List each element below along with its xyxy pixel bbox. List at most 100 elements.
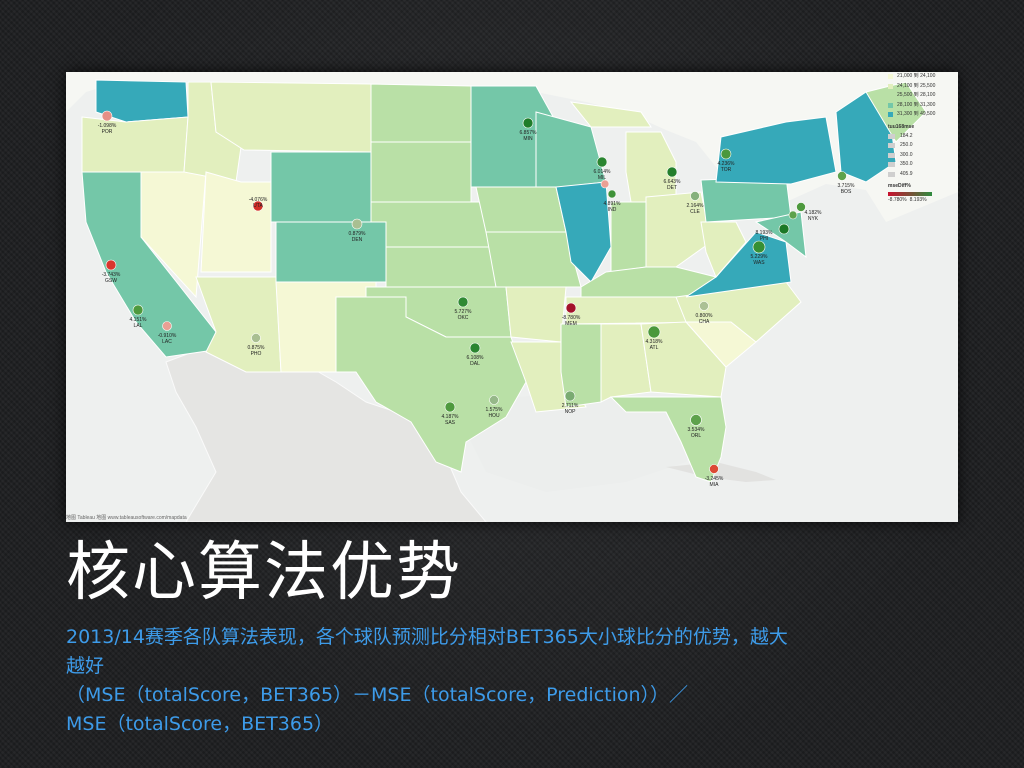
team-marker-chi[interactable]: [600, 179, 610, 189]
team-value: 3.534%: [687, 427, 705, 433]
team-marker-brk[interactable]: [788, 210, 798, 220]
fill-legend-swatch: [888, 112, 893, 118]
team-abbr: NYK: [807, 216, 819, 222]
size-legend-item: 350.0: [888, 160, 956, 170]
fill-legend-label: 24,100 到 25,500: [897, 82, 936, 89]
team-label-lac: -0.910% LAC: [147, 333, 187, 345]
team-label-ind: 4.891% IND: [592, 201, 632, 213]
size-legend-swatch: [888, 133, 895, 139]
fill-legend-item: 21,000 到 24,100: [888, 72, 956, 82]
team-label-min: 6.857% MIN: [508, 130, 548, 142]
team-markers[interactable]: [101, 110, 847, 474]
team-label-mem: -8.780% MEM: [551, 315, 591, 327]
team-marker-pho[interactable]: [251, 333, 261, 343]
team-marker-okc[interactable]: [457, 296, 469, 308]
team-value: 0.879%: [348, 231, 366, 237]
fill-legend-item: 25,500 到 28,100: [888, 91, 956, 101]
team-value: 6.014%: [593, 169, 611, 175]
team-abbr: DEN: [351, 237, 363, 243]
team-abbr: OKC: [457, 315, 469, 321]
team-value: 2.711%: [561, 403, 579, 409]
team-value: 4.891%: [603, 201, 621, 207]
fill-legend-item: 31,300 到 49,500: [888, 110, 956, 120]
team-label-por: -1.098% POR: [87, 123, 127, 135]
team-value: 6.643%: [663, 179, 681, 185]
team-value: 4.151%: [129, 317, 147, 323]
team-marker-orl[interactable]: [690, 414, 702, 426]
team-marker-nop[interactable]: [564, 390, 576, 402]
us-states: [81, 79, 927, 483]
team-marker-hou[interactable]: [489, 395, 499, 405]
team-marker-mil[interactable]: [596, 156, 608, 168]
fill-legend-label: 28,100 到 31,300: [897, 101, 936, 108]
team-marker-nyk[interactable]: [796, 202, 806, 212]
team-label-hou: 1.575% HOU: [474, 407, 514, 419]
team-value: 2.164%: [686, 203, 704, 209]
team-marker-cha[interactable]: [699, 301, 709, 311]
team-value: 4.182%: [804, 210, 822, 216]
fill-legend-label: 25,500 到 28,100: [897, 92, 936, 99]
team-abbr: CLE: [690, 209, 700, 215]
team-value: -0.910%: [157, 333, 177, 339]
size-legend-item: 250.0: [888, 141, 956, 151]
team-marker-lac[interactable]: [162, 321, 172, 331]
size-legend-swatch: [888, 162, 895, 168]
team-marker-mem[interactable]: [565, 302, 577, 314]
team-label-dal: 6.108% DAL: [455, 355, 495, 367]
team-marker-bos[interactable]: [837, 171, 847, 181]
team-abbr: SAS: [444, 420, 455, 426]
team-label-pho: 0.875% PHO: [236, 345, 276, 357]
team-marker-den[interactable]: [351, 218, 363, 230]
team-value: 4.187%: [441, 414, 459, 420]
team-label-nyk: 4.182% NYK: [793, 210, 833, 222]
team-marker-was[interactable]: [752, 240, 766, 254]
fill-legend-item: 28,100 到 31,300: [888, 101, 956, 111]
team-value: 5.229%: [750, 254, 768, 260]
size-legend-label: 184.2: [900, 132, 913, 139]
team-label-was: 5.229% WAS: [739, 254, 779, 266]
fill-legend-label: 31,300 到 49,500: [897, 111, 936, 118]
team-marker-min[interactable]: [522, 117, 534, 129]
team-marker-cle[interactable]: [690, 191, 700, 201]
team-abbr: PHI: [759, 236, 769, 242]
team-abbr: NOP: [564, 409, 576, 415]
map-canvas[interactable]: [66, 72, 958, 522]
slide-title: 核心算法优势: [66, 536, 462, 610]
team-label-det: 6.643% DET: [652, 179, 692, 191]
team-label-nop: 2.711% NOP: [550, 403, 590, 415]
team-abbr: HOU: [488, 413, 500, 419]
team-marker-gsw[interactable]: [105, 259, 117, 271]
team-abbr: ATL: [649, 345, 659, 351]
team-marker-uta[interactable]: [252, 200, 264, 212]
team-abbr: POR: [101, 129, 113, 135]
color-gradient-bar: [888, 192, 932, 196]
size-legend-swatch: [888, 143, 895, 149]
team-abbr: LAL: [133, 323, 143, 329]
size-legend-swatch: [888, 171, 895, 177]
map-attribution[interactable]: 地图 Tableau 地图 www.tableausoftware.com/ma…: [66, 515, 187, 521]
body-line-2: 越好: [66, 655, 105, 677]
slide-body: 2013/14赛季各队算法表现，各个球队预测比分相对BET365大小球比分的优势…: [66, 623, 966, 739]
team-marker-phi[interactable]: [778, 223, 790, 235]
team-marker-mia[interactable]: [709, 464, 719, 474]
size-legend: 184.2 250.0 300.0 350.0 405.9: [888, 132, 956, 180]
team-marker-dal[interactable]: [469, 342, 481, 354]
team-marker-sas[interactable]: [444, 401, 456, 413]
team-label-phi: 8.193% PHI: [744, 230, 784, 242]
fill-legend-swatch: [888, 93, 893, 99]
fill-legend: 21,000 到 24,100 24,100 到 25,500 25,500 到 2…: [888, 72, 956, 120]
map-panel[interactable]: 21,000 到 24,100 24,100 到 25,500 25,500 到 2…: [66, 72, 958, 522]
team-label-cle: 2.164% CLE: [675, 203, 715, 215]
team-marker-ind[interactable]: [607, 189, 617, 199]
team-label-den: 0.879% DEN: [337, 231, 377, 243]
size-legend-item: 405.9: [888, 170, 956, 180]
team-marker-atl[interactable]: [647, 325, 661, 339]
team-marker-det[interactable]: [666, 166, 678, 178]
team-marker-tor[interactable]: [720, 148, 732, 160]
team-abbr: MIL: [597, 175, 607, 181]
team-marker-lal[interactable]: [132, 304, 144, 316]
team-label-cha: 0.800% CHA: [684, 313, 724, 325]
team-marker-por[interactable]: [101, 110, 113, 122]
team-abbr: UTA: [253, 203, 263, 209]
team-label-sas: 4.187% SAS: [430, 414, 470, 426]
